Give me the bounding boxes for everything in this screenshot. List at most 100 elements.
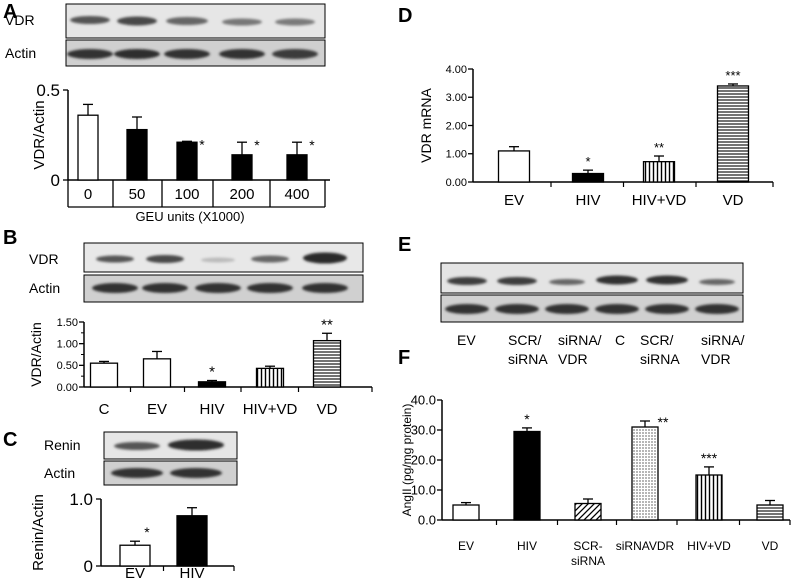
- y-tick-label: 1.00: [446, 149, 467, 161]
- y-tick-label: 1.0: [69, 490, 93, 509]
- blot-a-label-vdr: VDR: [5, 12, 35, 28]
- significance-marker: **: [654, 140, 664, 155]
- bar: [497, 150, 531, 183]
- category-label: HIV: [575, 192, 600, 209]
- bar: [716, 85, 750, 183]
- y-axis-label: VDR mRNA: [418, 88, 434, 163]
- category-label: EV: [125, 565, 145, 582]
- significance-marker: ***: [701, 450, 718, 466]
- western-blot-b: VDR Actin: [29, 242, 364, 303]
- blot-e-lane-label: VDR: [558, 351, 588, 367]
- y-axis-label: Renin/Actin: [30, 494, 47, 571]
- y-tick-label: 0.5: [36, 81, 60, 100]
- bar: [77, 114, 99, 181]
- blot-a-label-actin: Actin: [5, 45, 36, 61]
- y-tick-label: 0.0: [418, 513, 436, 528]
- bar: [571, 172, 605, 183]
- bar: [312, 339, 342, 388]
- category-label: 200: [229, 186, 254, 203]
- bar: [142, 358, 172, 388]
- bar-chart-c: 0 1.0 Renin/Actin * EV HIV: [30, 490, 235, 582]
- x-axis-label: GEU units (X1000): [135, 209, 244, 224]
- bar: [119, 544, 151, 567]
- blot-a-bands: [67, 16, 318, 59]
- panel-letter-e: E: [398, 234, 411, 256]
- blot-e-bands: [445, 275, 739, 314]
- y-tick-label: 40.0: [411, 393, 436, 408]
- significance-marker: *: [309, 137, 315, 153]
- blot-c-label-renin: Renin: [44, 437, 81, 453]
- y-tick-label: 2.00: [446, 120, 467, 132]
- blot-c-bands: [111, 439, 224, 478]
- significance-marker: *: [199, 136, 205, 152]
- category-label: VD: [317, 401, 338, 418]
- category-label: HIV: [199, 401, 224, 418]
- blot-e-lane-label: siRNA/: [558, 332, 602, 348]
- category-label: 100: [174, 186, 199, 203]
- bar: [631, 426, 659, 521]
- bar: [756, 504, 784, 521]
- significance-marker: *: [209, 364, 215, 381]
- blot-c-label-actin: Actin: [44, 465, 75, 481]
- category-label: EV: [458, 539, 474, 553]
- bar-chart-d: 0.00 1.00 2.00 3.00 4.00 VDR mRNA EV * HIV ** HIV+…: [418, 64, 774, 209]
- blot-b-bands: [92, 252, 348, 293]
- y-tick-label: 10.0: [411, 483, 436, 498]
- blot-e-lane-labels: EV SCR/ siRNA/ C SCR/ siRNA/ siRNA VDR s…: [457, 332, 745, 367]
- bar: [89, 362, 119, 388]
- y-tick-label: 0.50: [57, 360, 78, 372]
- category-label: HIV+VD: [632, 192, 687, 209]
- bar: [695, 474, 723, 521]
- significance-marker: *: [254, 137, 260, 153]
- blot-e-lane-label: siRNA: [640, 351, 680, 367]
- bar: [197, 381, 227, 388]
- bar-chart-b: 0.00 0.50 1.00 1.50 VDR/Actin C EV * HIV HIV+VD **…: [28, 316, 373, 418]
- bar: [286, 154, 308, 181]
- blot-b-label-vdr: VDR: [29, 251, 59, 267]
- panel-letter-d: D: [398, 5, 412, 27]
- category-label: siRNAVDR: [616, 539, 675, 553]
- category-label: 50: [129, 186, 146, 203]
- western-blot-e: EV SCR/ siRNA/ C SCR/ siRNA/ siRNA VDR s…: [440, 262, 745, 367]
- bar: [513, 430, 541, 521]
- category-label: VD: [723, 192, 744, 209]
- category-label: HIV: [179, 565, 204, 582]
- y-axis-label: AngII (pg/mg protein): [400, 404, 414, 517]
- category-label: siRNA: [571, 554, 605, 568]
- category-label: EV: [147, 401, 167, 418]
- significance-marker: **: [658, 414, 669, 430]
- bar: [176, 141, 198, 181]
- bar: [452, 504, 480, 521]
- blot-b-label-actin: Actin: [29, 280, 60, 296]
- blot-e-lane-label: siRNA: [508, 351, 548, 367]
- y-tick-label: 0: [84, 557, 93, 576]
- y-tick-label: 1.00: [57, 339, 78, 351]
- category-label: C: [99, 401, 110, 418]
- y-axis-label: VDR/Actin: [31, 100, 48, 169]
- category-label: VD: [762, 539, 779, 553]
- blot-e-lane-label: VDR: [701, 351, 731, 367]
- bar: [255, 367, 285, 388]
- blot-e-lane-label: SCR/: [640, 332, 674, 348]
- significance-marker: ***: [725, 68, 740, 83]
- western-blot-a: VDR Actin: [5, 3, 326, 67]
- bar: [126, 128, 148, 181]
- blot-e-lane-label: EV: [457, 332, 476, 348]
- significance-marker: *: [585, 154, 590, 169]
- significance-marker: *: [144, 524, 150, 540]
- category-label: SCR-: [573, 539, 602, 553]
- y-tick-label: 3.00: [446, 92, 467, 104]
- panel-letter-b: B: [3, 227, 17, 249]
- y-tick-label: 0.00: [446, 177, 467, 189]
- significance-marker: *: [524, 411, 530, 427]
- panel-letter-f: F: [398, 347, 410, 369]
- bar: [231, 154, 253, 181]
- y-tick-label: 4.00: [446, 64, 467, 76]
- panel-letter-a: A: [3, 1, 17, 23]
- y-axis-label: VDR/Actin: [28, 322, 44, 387]
- significance-marker: **: [321, 316, 333, 333]
- y-tick-label: 1.50: [57, 317, 78, 329]
